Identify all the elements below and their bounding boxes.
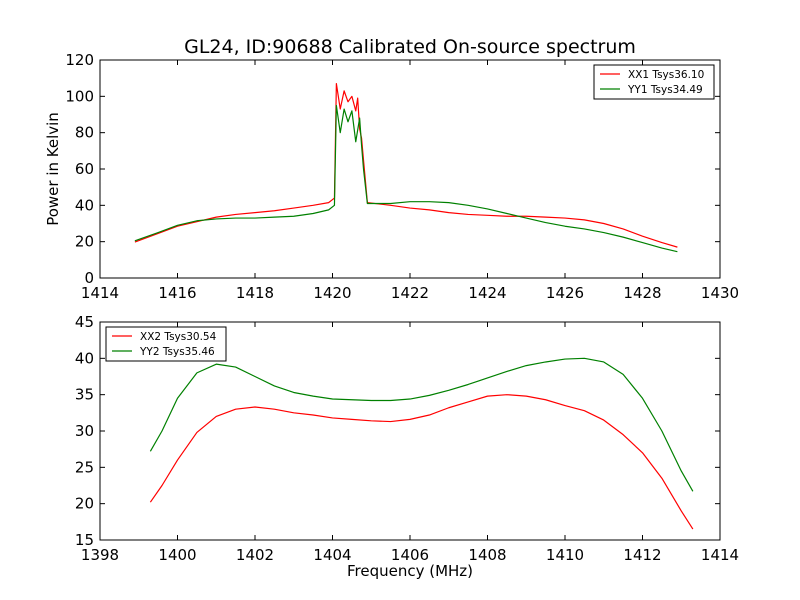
x-tick-label: 1402 [236, 546, 274, 564]
legend: XX2 Tsys30.54 YY2 Tsys35.46 [105, 326, 227, 362]
y-tick-label: 80 [75, 124, 94, 142]
y-tick-label: 45 [75, 313, 94, 331]
series-line-1 [149, 394, 694, 530]
x-tick-label: 1424 [468, 284, 506, 302]
x-tick-label: 1428 [623, 284, 661, 302]
series-line-2 [134, 104, 678, 253]
y-tick-label: 15 [75, 531, 94, 549]
y-tick-label: 20 [75, 495, 94, 513]
y-tick-label: 30 [75, 422, 94, 440]
x-tick-label: 1430 [701, 284, 739, 302]
x-tick-label: 1414 [701, 546, 739, 564]
y-axis-label: Power in Kelvin [44, 112, 62, 226]
chart-title: GL24, ID:90688 Calibrated On-source spec… [184, 36, 636, 58]
x-tick-label: 1418 [236, 284, 274, 302]
y-tick-label: 25 [75, 458, 94, 476]
x-tick-label: 1422 [391, 284, 429, 302]
legend-box [105, 326, 227, 362]
x-tick-label: 1412 [623, 546, 661, 564]
top-plot: 1414 1416 1418 1420 1422 1424 1426 1428 1430 0 20 4… [44, 51, 739, 302]
x-tick-label: 1416 [158, 284, 196, 302]
series-line-2 [149, 357, 694, 492]
x-tick-label: 1400 [158, 546, 196, 564]
x-axis-label: Frequency (MHz) [347, 562, 473, 580]
legend: XX1 Tsys36.10 YY1 Tsys34.49 [593, 64, 715, 100]
series-line-1 [134, 83, 678, 248]
legend-label: XX2 Tsys30.54 [140, 331, 217, 343]
y-tick-label: 20 [75, 233, 94, 251]
y-tick-label: 60 [75, 160, 94, 178]
x-tick-label: 1426 [546, 284, 584, 302]
y-tick-label: 0 [84, 269, 94, 287]
legend-label: XX1 Tsys36.10 [628, 69, 704, 81]
legend-box [593, 64, 715, 100]
x-tick-label: 1410 [546, 546, 584, 564]
x-tick-label: 1398 [81, 546, 119, 564]
x-tick-label: 1420 [313, 284, 351, 302]
x-tick-label: 1406 [391, 546, 429, 564]
x-tick-label: 1414 [81, 284, 119, 302]
y-tick-label: 100 [65, 87, 94, 105]
legend-label: YY2 Tsys35.46 [139, 346, 215, 358]
y-tick-label: 40 [75, 196, 94, 214]
y-tick-label: 40 [75, 349, 94, 367]
x-tick-label: 1408 [468, 546, 506, 564]
y-tick-label: 120 [65, 51, 94, 69]
bottom-plot: 1398 1400 1402 1404 1406 1408 1410 1412 1414 15 20… [75, 313, 739, 580]
x-tick-label: 1404 [313, 546, 351, 564]
legend-label: YY1 Tsys34.49 [627, 84, 703, 96]
y-tick-label: 35 [75, 386, 94, 404]
